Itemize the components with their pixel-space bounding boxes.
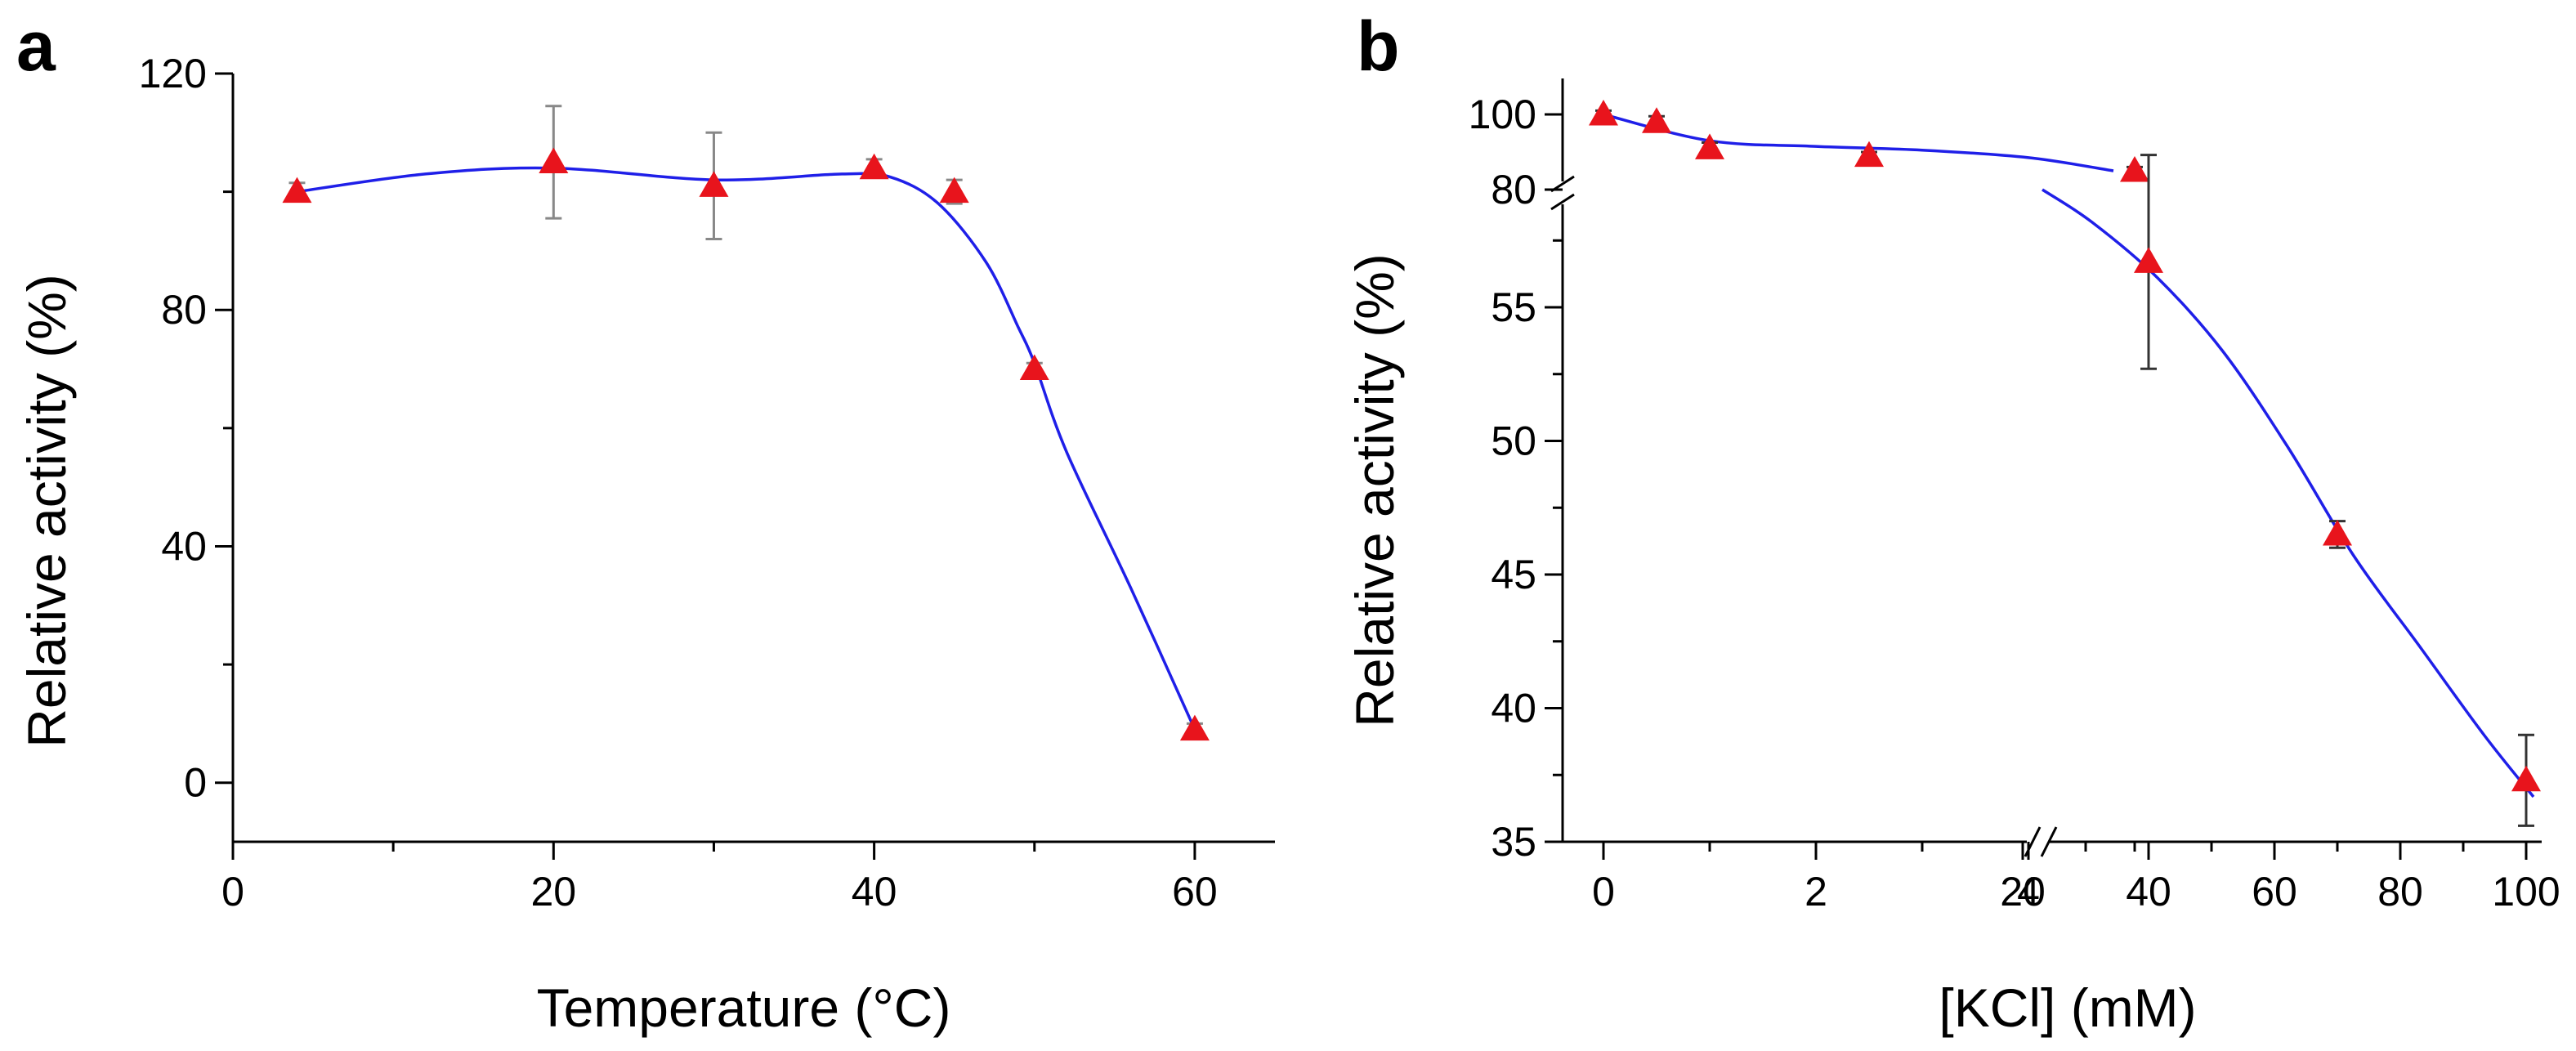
fit-line-b (2042, 188, 2535, 798)
fit-curve-a (297, 166, 1196, 731)
x-tick-label-b: 20 (2000, 869, 2046, 915)
x-tick-label-a: 0 (221, 869, 244, 915)
panel-letter-a: a (16, 7, 56, 86)
chart-panel-b: 35 40 45 50 55 80 100 0 2 420 40 60 80 100 [KCl] (mM)… (1344, 78, 2560, 1038)
x-tick-label-b: 40 (2126, 869, 2171, 915)
y-tick-label-b: 80 (1491, 167, 1536, 212)
x-tick-label-b: 4 (2017, 869, 2040, 915)
x-axis-title-a: Temperature (°C) (537, 977, 951, 1038)
y-tick-label-a: 80 (161, 287, 207, 333)
data-point-a (1179, 714, 1210, 741)
y-tick-label-a: 120 (139, 51, 207, 96)
x-tick-label-b: 2 (1805, 869, 1827, 915)
panel-letter-b: b (1357, 7, 1400, 86)
y-tick-label-b: 55 (1491, 284, 1536, 330)
y-axis-title-a: Relative activity (%) (16, 274, 77, 747)
data-point-a (539, 147, 569, 173)
y-tick-label-a: 40 (161, 523, 207, 569)
data-point-b (2120, 156, 2149, 182)
x-tick-label-a: 40 (852, 869, 897, 915)
fit-line-b (1603, 113, 2114, 172)
data-point-a (939, 177, 969, 203)
x-tick-label-b: 60 (2252, 869, 2297, 915)
fit-curve-b (1603, 113, 2535, 798)
x-tick-label-b: 100 (2492, 869, 2560, 915)
y-tick-label-b: 50 (1491, 418, 1536, 464)
data-point-a (282, 177, 312, 203)
y-tick-label-b: 45 (1491, 552, 1536, 597)
x-tick-label-b: 80 (2377, 869, 2423, 915)
data-point-b (2323, 519, 2352, 546)
axes-a: 0 40 80 120 0 20 40 60 (139, 51, 1275, 915)
data-point-b (1589, 100, 1618, 126)
data-point-a (699, 171, 729, 197)
chart-panel-a: 0 40 80 120 0 20 40 60 Temperature (°C) Relativ… (16, 51, 1275, 1038)
data-points-b (1589, 100, 2541, 827)
x-axis-title-b: [KCl] (mM) (1939, 977, 2196, 1038)
y-tick-label-b: 100 (1469, 92, 1536, 137)
x-axis-break-mark-b (2040, 826, 2058, 857)
y-tick-label-a: 0 (184, 760, 207, 806)
x-tick-label-a: 20 (530, 869, 576, 915)
y-axis-break-mark-b (1550, 193, 1575, 211)
data-point-b (2511, 765, 2541, 792)
x-tick-label-a: 60 (1172, 869, 1218, 915)
data-point-b (1854, 141, 1884, 168)
data-point-a (859, 153, 889, 180)
y-axis-title-b: Relative activity (%) (1344, 253, 1405, 727)
data-point-b (1642, 107, 1671, 133)
data-point-b (2134, 247, 2163, 273)
fit-line-a (297, 166, 1196, 731)
data-points-a (282, 105, 1210, 741)
y-tick-label-b: 35 (1491, 819, 1536, 865)
x-tick-label-b: 0 (1592, 869, 1615, 915)
data-point-b (1695, 133, 1724, 159)
axes-b: 35 40 45 50 55 80 100 0 2 420 40 60 80 100 (1469, 78, 2560, 915)
data-point-a (1019, 354, 1049, 381)
y-tick-label-b: 40 (1491, 686, 1536, 731)
